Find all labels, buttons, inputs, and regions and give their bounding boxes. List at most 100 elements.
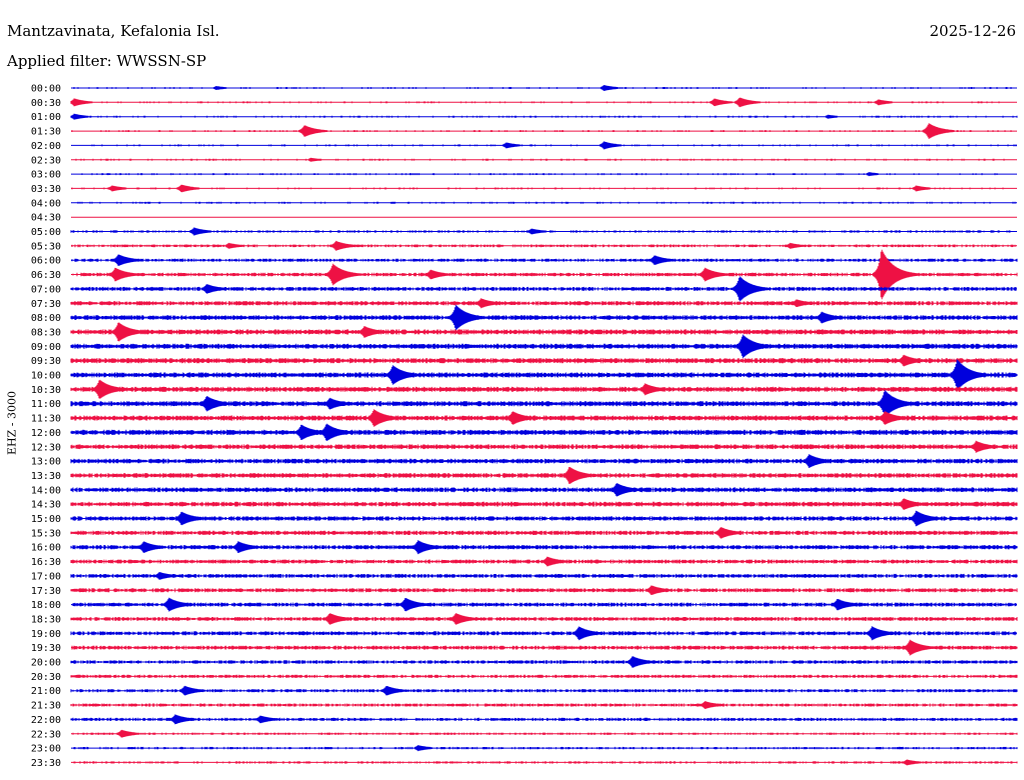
trace-row (70, 379, 1018, 399)
row-time-label: 20:00 (31, 658, 61, 669)
trace-row (71, 172, 1017, 177)
row-time-label: 19:30 (31, 643, 61, 654)
trace-row (70, 540, 1018, 555)
row-time-label: 07:00 (31, 284, 61, 295)
trace-row (70, 440, 1018, 453)
row-time-label: 17:00 (31, 571, 61, 582)
trace-row (71, 759, 1018, 766)
row-time-label: 05:30 (31, 241, 61, 252)
trace-row (71, 254, 1018, 266)
trace-row (70, 498, 1018, 510)
trace-row (70, 714, 1018, 725)
row-time-label: 21:30 (31, 701, 61, 712)
row-time-label: 14:00 (31, 485, 61, 496)
trace-row (71, 639, 1018, 656)
row-time-label: 06:30 (31, 270, 61, 281)
row-time-label: 18:00 (31, 600, 61, 611)
row-time-label: 07:30 (31, 299, 61, 310)
row-time-label: 12:00 (31, 428, 61, 439)
row-time-label: 14:30 (31, 500, 61, 511)
trace-row (70, 572, 1018, 580)
row-time-label: 20:30 (31, 672, 61, 683)
row-time-label: 10:30 (31, 385, 61, 396)
row-time-label: 17:30 (31, 586, 61, 597)
row-time-label: 13:00 (31, 457, 61, 468)
trace-row (71, 123, 1017, 139)
trace-row (71, 85, 1017, 91)
row-time-label: 12:30 (31, 442, 61, 453)
row-time-label: 16:00 (31, 543, 61, 554)
row-time-label: 11:30 (31, 414, 61, 425)
row-time-label: 03:00 (31, 170, 61, 181)
row-time-label: 22:00 (31, 715, 61, 726)
row-time-label: 09:00 (31, 342, 61, 353)
trace-row (70, 334, 1018, 358)
row-time-label: 23:00 (31, 744, 61, 755)
row-time-label: 01:00 (31, 112, 61, 123)
trace-row (70, 322, 1018, 342)
trace-row (71, 745, 1018, 752)
trace-row (70, 527, 1018, 539)
row-time-label: 19:00 (31, 629, 61, 640)
trace-row (71, 184, 1017, 193)
row-time-label: 22:30 (31, 729, 61, 740)
trace-row (70, 359, 1018, 391)
row-time-label: 08:30 (31, 327, 61, 338)
trace-row (70, 674, 1018, 678)
row-time-label: 15:30 (31, 528, 61, 539)
row-time-label: 04:30 (31, 213, 61, 224)
row-time-label: 11:00 (31, 399, 61, 410)
trace-row (71, 201, 1017, 204)
trace-row (70, 409, 1018, 427)
trace-row (70, 97, 1017, 108)
trace-row (71, 157, 1017, 162)
trace-row (71, 729, 1018, 738)
row-time-label: 23:30 (31, 758, 61, 769)
trace-row (70, 685, 1018, 696)
seismic-traces (70, 85, 1018, 766)
trace-row (70, 276, 1017, 302)
trace-row (70, 656, 1018, 668)
row-time-label: 04:00 (31, 198, 61, 209)
row-time-label: 03:30 (31, 184, 61, 195)
trace-row (70, 585, 1018, 595)
row-labels: 00:00 00:30 01:00 01:30 02:00 02:30 03:00 03:30… (31, 84, 61, 769)
trace-row (70, 298, 1018, 309)
trace-row (70, 304, 1018, 331)
row-time-label: 18:30 (31, 614, 61, 625)
row-time-label: 21:00 (31, 686, 61, 697)
row-time-label: 13:30 (31, 471, 61, 482)
trace-row (70, 556, 1018, 567)
row-time-label: 01:30 (31, 127, 61, 138)
station-title: Mantzavinata, Kefalonia Isl. (7, 22, 220, 40)
trace-row (70, 423, 1018, 441)
row-time-label: 00:00 (31, 84, 61, 95)
trace-row (70, 626, 1017, 641)
trace-row (71, 249, 1018, 300)
row-time-label: 15:00 (31, 514, 61, 525)
trace-row (70, 701, 1018, 709)
row-time-label: 08:00 (31, 313, 61, 324)
row-time-label: 16:30 (31, 557, 61, 568)
trace-row (70, 390, 1018, 418)
trace-row (71, 141, 1017, 150)
trace-row (70, 354, 1018, 367)
row-time-label: 02:30 (31, 155, 61, 166)
row-time-label: 05:00 (31, 227, 61, 238)
trace-row (70, 510, 1018, 527)
date-label: 2025-12-26 (929, 22, 1016, 40)
trace-row (71, 240, 1017, 251)
row-time-label: 00:30 (31, 98, 61, 109)
row-time-label: 06:00 (31, 256, 61, 267)
trace-row (70, 613, 1018, 625)
trace-row (70, 467, 1018, 484)
row-time-label: 10:00 (31, 371, 61, 382)
trace-row (70, 227, 1017, 236)
trace-row (70, 483, 1018, 497)
filter-label: Applied filter: WWSSN-SP (7, 52, 207, 70)
row-time-label: 09:30 (31, 356, 61, 367)
trace-row (71, 597, 1017, 612)
trace-row (70, 454, 1018, 468)
trace-row (70, 113, 1018, 120)
